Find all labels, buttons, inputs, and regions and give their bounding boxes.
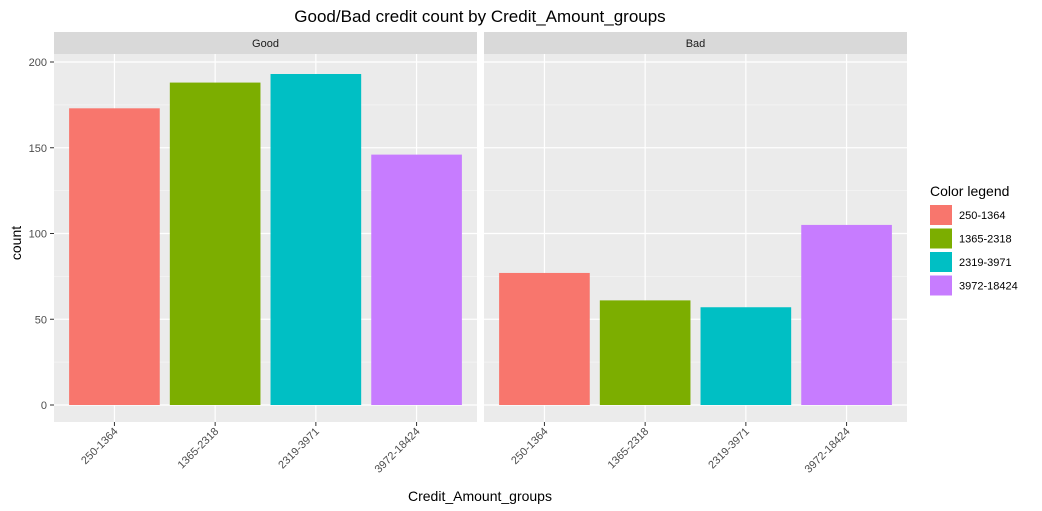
y-tick-label: 0 bbox=[41, 400, 47, 412]
bar-bad-1365-2318 bbox=[599, 300, 691, 405]
facet-strip-label: Bad bbox=[686, 38, 706, 50]
legend-label: 250-1364 bbox=[959, 210, 1006, 222]
legend-label: 1365-2318 bbox=[959, 234, 1012, 246]
y-tick-label: 150 bbox=[29, 143, 47, 155]
x-tick-label: 250-1364 bbox=[79, 426, 120, 467]
facet-strip bbox=[54, 32, 477, 54]
x-tick-label: 2319-3971 bbox=[706, 426, 752, 472]
y-tick-label: 100 bbox=[29, 229, 47, 241]
bar-bad-2319-3971 bbox=[700, 307, 792, 405]
x-axis-title: Credit_Amount_groups bbox=[408, 488, 552, 504]
facet-strip-label: Good bbox=[252, 38, 279, 50]
y-tick-label: 50 bbox=[35, 314, 47, 326]
legend: Color legend 250-1364 1365-2318 2319-3971 3… bbox=[930, 183, 1018, 296]
x-tick-label: 1365-2318 bbox=[176, 426, 222, 472]
bar-bad-3972-18424 bbox=[801, 224, 892, 405]
x-tick-label: 250-1364 bbox=[509, 426, 550, 467]
bar-bad-250-1364 bbox=[499, 272, 590, 405]
y-axis-title: count bbox=[8, 226, 24, 260]
x-tick-label: 3972-18424 bbox=[373, 426, 423, 476]
legend-key-250-1364 bbox=[930, 205, 952, 225]
legend-title: Color legend bbox=[930, 183, 1009, 199]
facet-panels: 250-1364 1365-2318 2319-3971 3972-18424 Good… bbox=[54, 32, 907, 476]
y-axis: 0 50 100 150 200 bbox=[29, 57, 54, 412]
legend-key-2319-3971 bbox=[930, 252, 952, 272]
chart-title: Good/Bad credit count by Credit_Amount_g… bbox=[294, 7, 665, 26]
bar-good-1365-2318 bbox=[169, 82, 261, 405]
x-tick-label: 2319-3971 bbox=[276, 426, 322, 472]
bar-good-250-1364 bbox=[69, 108, 160, 406]
legend-label: 3972-18424 bbox=[959, 281, 1018, 293]
legend-key-1365-2318 bbox=[930, 228, 952, 249]
legend-key-3972-18424 bbox=[930, 275, 952, 296]
legend-label: 2319-3971 bbox=[959, 257, 1012, 269]
bar-good-2319-3971 bbox=[270, 74, 362, 405]
bar-good-3972-18424 bbox=[371, 154, 462, 405]
x-tick-label: 1365-2318 bbox=[606, 426, 652, 472]
facet-panel-bad: 250-1364 1365-2318 2319-3971 3972-18424 Bad bbox=[484, 32, 907, 476]
y-tick-label: 200 bbox=[29, 57, 47, 69]
x-tick-label: 3972-18424 bbox=[803, 426, 853, 476]
facet-panel-good: 250-1364 1365-2318 2319-3971 3972-18424 Good bbox=[54, 32, 477, 476]
facet-strip bbox=[484, 32, 907, 54]
